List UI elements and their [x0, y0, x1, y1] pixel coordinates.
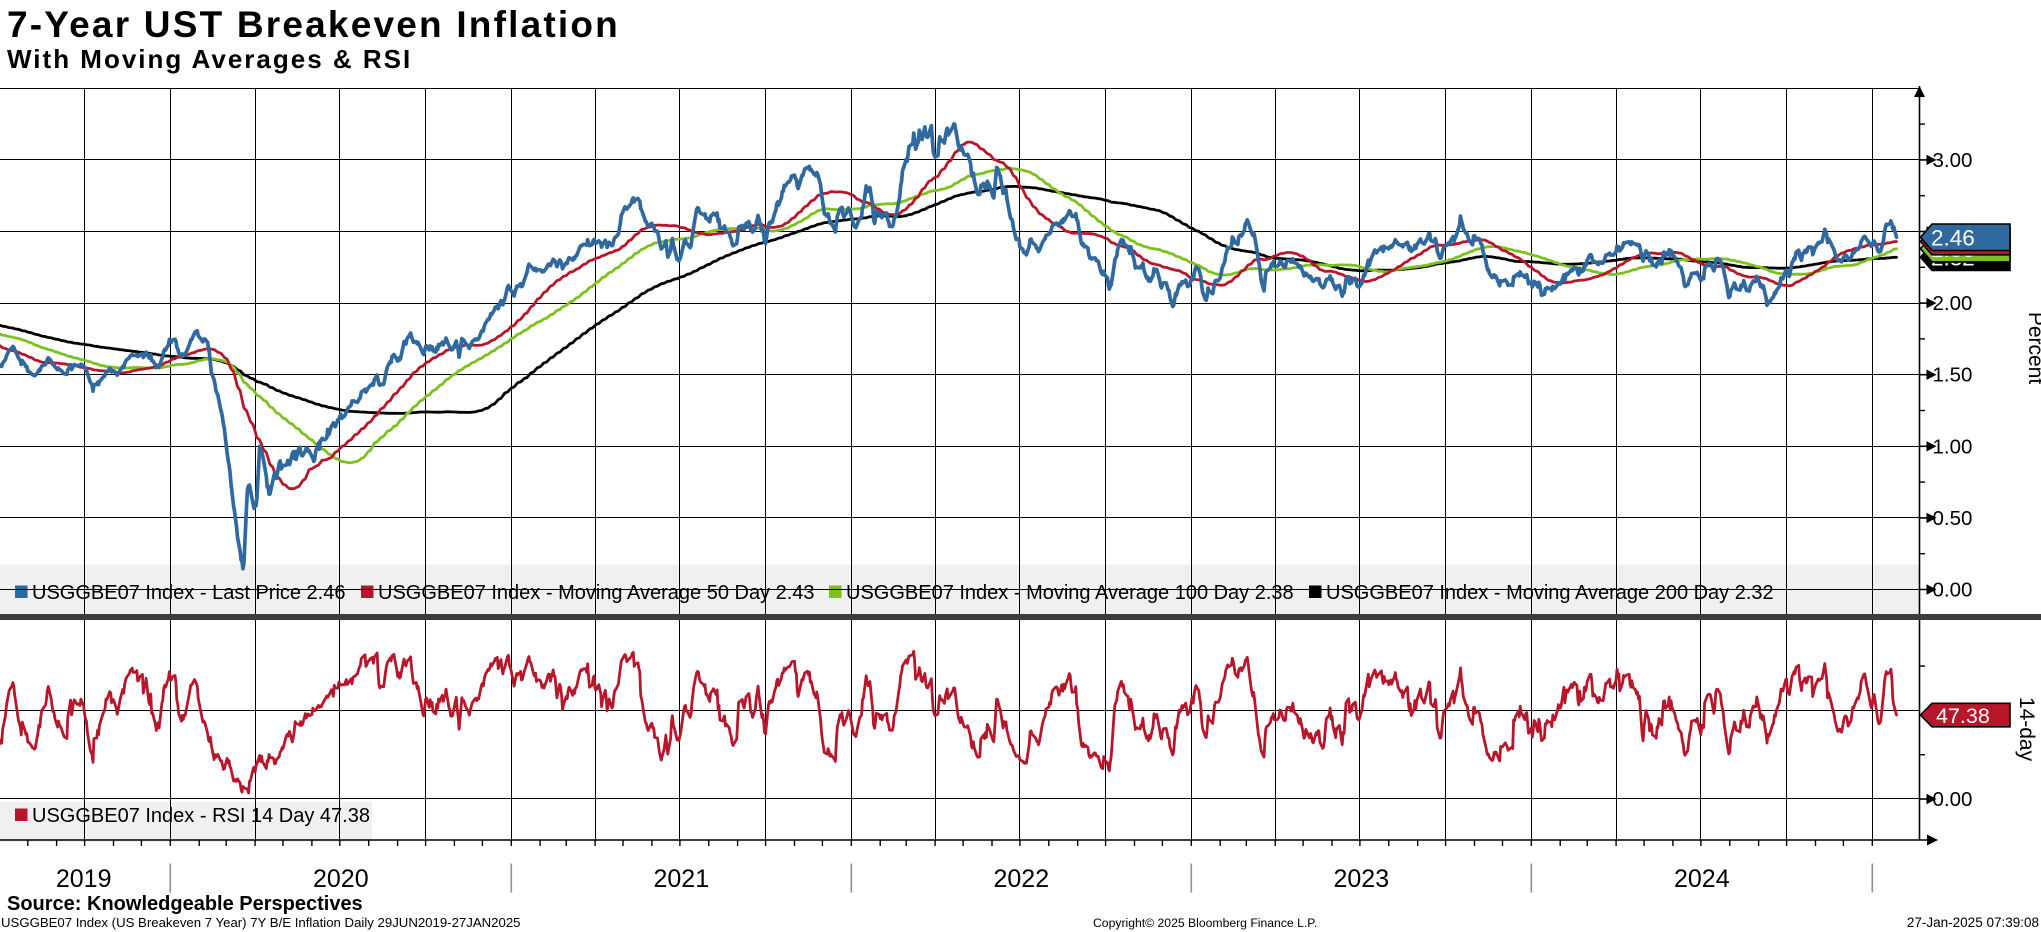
svg-text:2021: 2021: [653, 865, 709, 893]
svg-text:USGGBE07 Index - Moving Aver: USGGBE07 Index - Moving Average 100 Day …: [846, 582, 1294, 604]
svg-text:Source: Knowledgeable Perspec: Source: Knowledgeable Perspectives: [7, 893, 363, 915]
svg-text:2024: 2024: [1674, 865, 1730, 893]
svg-text:47.38: 47.38: [1936, 704, 1990, 728]
svg-text:14-day: 14-day: [2015, 697, 2038, 762]
svg-text:USGGBE07 Index - RSI 14 Day: USGGBE07 Index - RSI 14 Day 47.38: [32, 805, 370, 827]
svg-text:Copyright© 2025 Bloomberg Fina: Copyright© 2025 Bloomberg Finance L.P.: [1093, 916, 1317, 930]
svg-text:0.00: 0.00: [1933, 788, 1973, 811]
svg-text:2.00: 2.00: [1933, 292, 1973, 315]
svg-text:2019: 2019: [56, 865, 112, 893]
svg-text:2023: 2023: [1333, 865, 1389, 893]
svg-text:1.00: 1.00: [1933, 435, 1973, 458]
svg-text:2020: 2020: [313, 865, 369, 893]
svg-text:2022: 2022: [993, 865, 1049, 893]
svg-text:USGGBE07 Index (US Breakeven 7: USGGBE07 Index (US Breakeven 7 Year) 7Y …: [1, 915, 521, 930]
svg-text:0.00: 0.00: [1933, 579, 1973, 602]
svg-text:3.00: 3.00: [1933, 149, 1973, 172]
svg-text:USGGBE07 Index - Moving Aver: USGGBE07 Index - Moving Average 200 Day …: [1326, 582, 1774, 604]
svg-text:USGGBE07 Index - Moving Aver: USGGBE07 Index - Moving Average 50 Day 2…: [378, 582, 815, 604]
svg-text:27-Jan-2025 07:39:08: 27-Jan-2025 07:39:08: [1907, 915, 2039, 930]
svg-text:1.50: 1.50: [1933, 364, 1973, 387]
svg-text:0.50: 0.50: [1933, 507, 1973, 530]
svg-text:With Moving Averages & RSI: With Moving Averages & RSI: [7, 44, 412, 74]
svg-text:2.46: 2.46: [1931, 225, 1975, 250]
svg-text:Percent: Percent: [2024, 312, 2041, 385]
svg-text:USGGBE07 Index - Last Price: USGGBE07 Index - Last Price 2.46: [32, 582, 346, 604]
svg-text:7-Year UST Breakeven Inflation: 7-Year UST Breakeven Inflation: [7, 4, 620, 45]
